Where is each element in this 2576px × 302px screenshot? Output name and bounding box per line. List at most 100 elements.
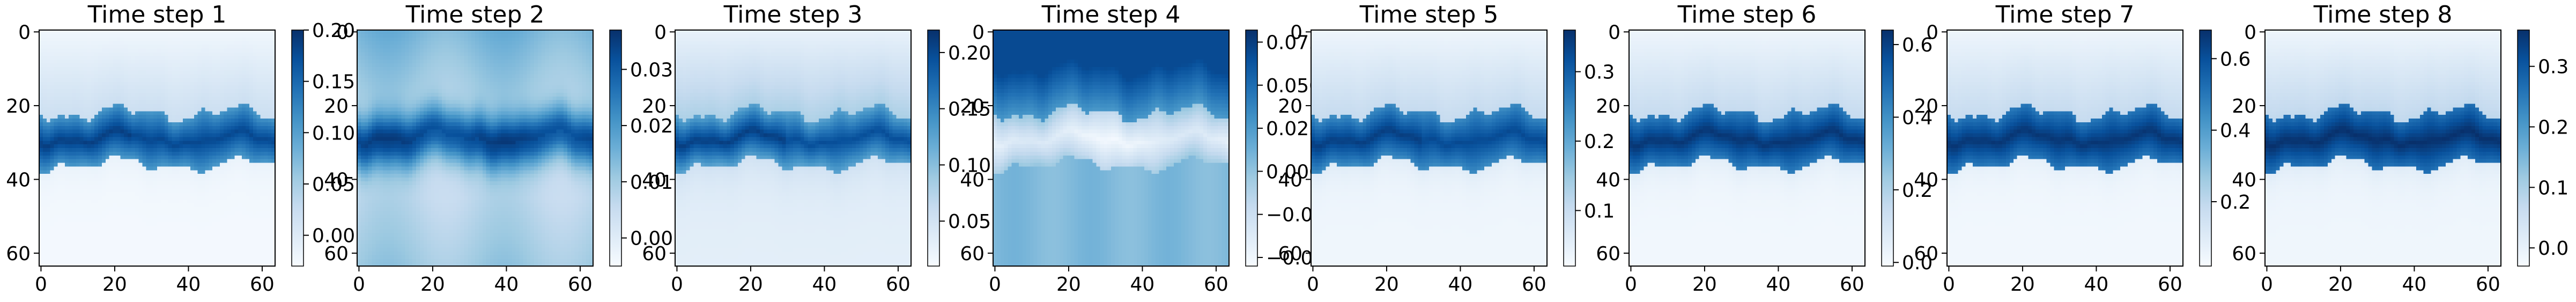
heatmap-cell xyxy=(65,144,69,149)
heatmap-cell xyxy=(375,56,380,60)
heatmap-cell xyxy=(589,52,594,56)
heatmap-cell xyxy=(372,74,376,78)
heatmap-cell xyxy=(153,262,158,267)
heatmap-cell xyxy=(360,37,365,42)
heatmap-cell xyxy=(172,89,176,93)
heatmap-cell xyxy=(446,74,450,78)
heatmap-cell xyxy=(419,52,424,56)
heatmap-cell xyxy=(101,181,106,186)
heatmap-cell xyxy=(234,174,239,178)
heatmap-cell xyxy=(212,144,217,149)
heatmap-cell xyxy=(475,60,479,64)
heatmap-cell xyxy=(164,225,169,230)
heatmap-cell xyxy=(357,41,361,46)
heatmap-cell xyxy=(153,141,158,145)
heatmap-cell xyxy=(87,89,91,93)
heatmap-cell xyxy=(101,126,106,130)
heatmap-cell xyxy=(260,78,264,82)
heatmap-cell xyxy=(109,233,114,237)
heatmap-cell xyxy=(271,155,276,160)
heatmap-cell xyxy=(179,33,183,38)
heatmap-cell xyxy=(264,133,268,137)
heatmap-cell xyxy=(187,63,191,68)
heatmap-cell xyxy=(164,200,169,204)
heatmap-cell xyxy=(124,82,128,86)
heatmap-cell xyxy=(527,70,531,75)
heatmap-cell xyxy=(242,244,246,248)
heatmap-cell xyxy=(120,45,124,49)
heatmap-cell xyxy=(172,244,176,248)
heatmap-cell xyxy=(394,74,398,78)
heatmap-cell xyxy=(91,41,95,46)
heatmap-cell xyxy=(194,170,198,174)
heatmap-cell xyxy=(172,41,176,46)
heatmap-cell xyxy=(65,210,69,215)
heatmap-cell xyxy=(438,67,442,71)
heatmap-cell xyxy=(146,111,150,115)
heatmap-cell xyxy=(65,188,69,193)
heatmap-cell xyxy=(501,41,505,46)
heatmap-cell xyxy=(482,67,487,71)
heatmap-cell xyxy=(271,85,276,90)
heatmap-cell xyxy=(586,67,590,71)
heatmap-cell xyxy=(150,60,154,64)
heatmap-cell xyxy=(153,200,158,204)
heatmap-cell xyxy=(253,100,257,105)
heatmap-cell xyxy=(453,41,457,46)
heatmap-cell xyxy=(268,200,272,204)
heatmap-cell xyxy=(246,82,250,86)
heatmap-cell xyxy=(434,52,439,56)
heatmap-cell xyxy=(39,218,43,223)
heatmap-cell xyxy=(234,251,239,255)
heatmap-cell xyxy=(490,74,494,78)
heatmap-cell xyxy=(238,170,242,174)
heatmap-cell xyxy=(183,122,187,127)
heatmap-cell xyxy=(69,56,73,60)
heatmap-cell xyxy=(264,170,268,174)
heatmap-cell xyxy=(515,52,520,56)
heatmap-cell xyxy=(464,67,468,71)
heatmap-cell xyxy=(464,41,468,46)
heatmap-cell xyxy=(201,200,205,204)
heatmap-cell xyxy=(124,129,128,134)
heatmap-cell xyxy=(260,67,264,71)
heatmap-cell xyxy=(256,119,261,123)
heatmap-cell xyxy=(209,78,213,82)
heatmap-cell xyxy=(131,166,136,171)
heatmap-cell xyxy=(172,192,176,196)
heatmap-cell xyxy=(242,222,246,226)
heatmap-cell xyxy=(505,52,509,56)
heatmap-cell xyxy=(223,178,228,182)
heatmap-cell xyxy=(201,119,205,123)
heatmap-cell xyxy=(271,240,276,245)
heatmap-cell xyxy=(427,63,432,68)
heatmap-cell xyxy=(105,129,110,134)
heatmap-cell xyxy=(234,96,239,101)
heatmap-cell xyxy=(497,56,501,60)
heatmap-cell xyxy=(46,148,51,152)
heatmap-cell xyxy=(157,115,161,119)
heatmap-cell xyxy=(571,45,575,49)
heatmap-cell xyxy=(105,166,110,171)
heatmap-cell xyxy=(138,207,143,211)
heatmap-cell xyxy=(375,37,380,42)
heatmap-cell xyxy=(490,67,494,71)
heatmap-cell xyxy=(183,229,187,233)
heatmap-cell xyxy=(146,63,150,68)
heatmap-cell xyxy=(271,262,276,267)
heatmap-cell xyxy=(187,237,191,241)
heatmap-cell xyxy=(515,70,520,75)
heatmap-cell xyxy=(187,137,191,141)
heatmap-cell xyxy=(205,63,209,68)
heatmap-cell xyxy=(216,247,220,252)
heatmap-cell xyxy=(223,155,228,160)
heatmap-cell xyxy=(168,255,173,259)
heatmap-cell xyxy=(456,78,461,82)
heatmap-cell xyxy=(231,244,235,248)
heatmap-cell xyxy=(65,119,69,123)
heatmap-cell xyxy=(527,74,531,78)
heatmap-cell xyxy=(101,185,106,189)
heatmap-cell xyxy=(412,37,417,42)
heatmap-cell xyxy=(249,74,254,78)
heatmap-cell xyxy=(390,67,395,71)
